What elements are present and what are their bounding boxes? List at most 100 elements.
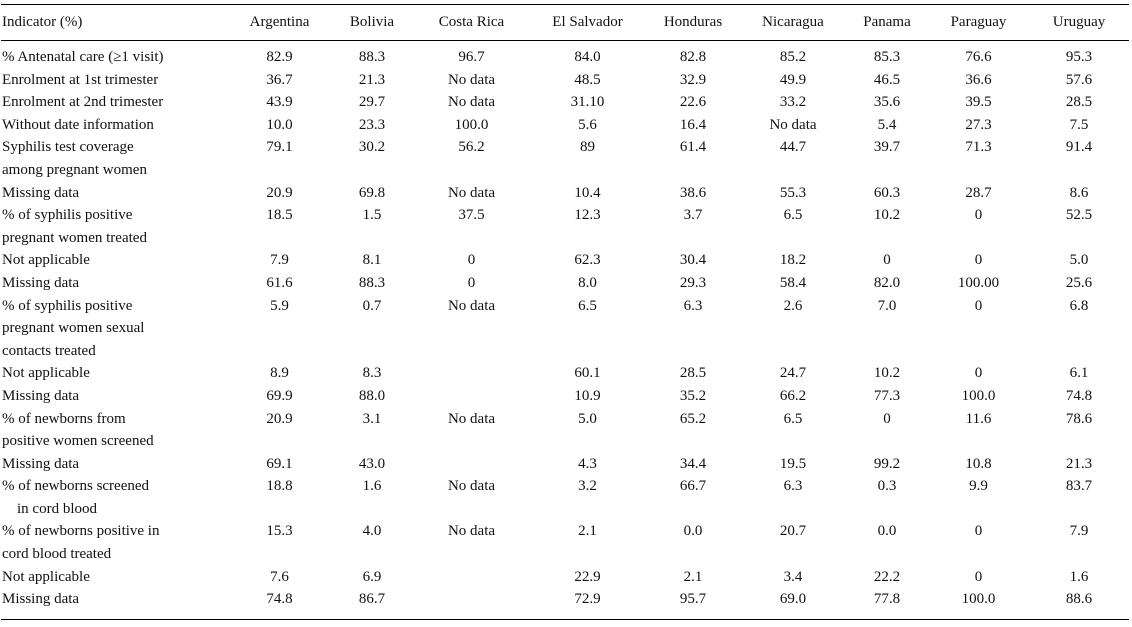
cell-value: 46.5 bbox=[873, 71, 901, 88]
cell-value: 22.2 bbox=[873, 568, 901, 585]
cell-value: 7.5 bbox=[1069, 116, 1089, 133]
cell-value: 28.5 bbox=[679, 365, 707, 382]
cell-value: 56.2 bbox=[458, 139, 485, 156]
cell-value: 29.7 bbox=[358, 94, 386, 111]
cell-value: 72.9 bbox=[529, 588, 646, 620]
row-indicator-line: % Antenatal care (≥1 visit) bbox=[2, 49, 164, 65]
cell-value: 3.2 bbox=[578, 478, 597, 495]
header-country: Honduras bbox=[646, 4, 740, 41]
cell-value: 18.5 bbox=[266, 207, 293, 224]
cell-value: 69.0 bbox=[740, 588, 846, 620]
row-indicator-label: Without date information bbox=[1, 114, 229, 137]
cell-value: 6.3 bbox=[783, 478, 803, 495]
row-indicator-label: % of syphilis positive pregnant women sex… bbox=[1, 295, 229, 363]
cell-value: 11.6 bbox=[965, 410, 992, 427]
indicator-table: Indicator (%) Argentina Bolivia Costa Ri… bbox=[1, 4, 1129, 620]
cell-value bbox=[414, 362, 529, 385]
row-indicator-line: Not applicable bbox=[2, 568, 90, 585]
cell-value: 28.7 bbox=[965, 184, 992, 201]
cell-value: 25.6 bbox=[1065, 274, 1093, 291]
cell-value: 2.6 bbox=[783, 297, 803, 314]
cell-value: 71.3 bbox=[965, 139, 992, 156]
cell-value: 19.5 bbox=[779, 455, 807, 472]
header-country: El Salvador bbox=[529, 4, 646, 41]
cell-value: 84.0 bbox=[574, 49, 601, 65]
cell-value: 6.9 bbox=[362, 568, 382, 585]
cell-value: 62.3 bbox=[574, 252, 601, 269]
cell-value: 7.0 bbox=[877, 297, 897, 314]
row-indicator-line: Enrolment at 1st trimester bbox=[2, 71, 159, 88]
cell-value: 24.7 bbox=[779, 365, 807, 382]
cell-value: 100.00 bbox=[957, 274, 1000, 291]
cell-value: 43.0 bbox=[358, 455, 386, 472]
cell-value: 38.6 bbox=[679, 184, 707, 201]
cell-value: 83.7 bbox=[1065, 478, 1093, 495]
table-row: Enrolment at 2nd trimester 43.9 29.7 No dat… bbox=[1, 91, 1129, 114]
table-row: Missing data 69.9 88.0 10.9 35.2 66.2 77.3 100.… bbox=[1, 385, 1129, 408]
row-indicator-label: Not applicable bbox=[1, 362, 229, 385]
cell-value: 23.3 bbox=[358, 116, 386, 133]
cell-value: 7.9 bbox=[1069, 523, 1089, 540]
row-indicator-label: Syphilis test coverage among pregnant wom… bbox=[1, 136, 229, 181]
cell-value: 77.8 bbox=[846, 588, 928, 620]
cell-value: 35.2 bbox=[679, 387, 707, 404]
cell-value: 61.6 bbox=[266, 274, 293, 291]
cell-value: No data bbox=[447, 71, 496, 88]
cell-value: 1.5 bbox=[362, 207, 382, 224]
cell-value: 0 bbox=[974, 365, 983, 382]
cell-value: 6.5 bbox=[578, 297, 597, 314]
cell-value: 27.3 bbox=[965, 116, 992, 133]
row-indicator-line: pregnant women sexual bbox=[2, 320, 145, 337]
row-indicator-line: % of newborns from bbox=[2, 410, 126, 427]
table-row: Not applicable 8.9 8.3 60.1 28.5 24.7 10.2 0 6.1 bbox=[1, 362, 1129, 385]
cell-value: 18.8 bbox=[266, 478, 293, 495]
cell-value: 0.0 bbox=[877, 523, 897, 540]
row-indicator-line: % of newborns positive in bbox=[2, 523, 160, 540]
cell-value: 39.5 bbox=[965, 94, 992, 111]
cell-value: 4.3 bbox=[578, 455, 597, 472]
cell-value: 82.0 bbox=[873, 274, 901, 291]
cell-value: 34.4 bbox=[679, 455, 707, 472]
cell-value: 29.3 bbox=[679, 274, 707, 291]
cell-value: 37.5 bbox=[458, 207, 485, 224]
header-country: Costa Rica bbox=[414, 4, 529, 41]
cell-value: 78.6 bbox=[1065, 410, 1093, 427]
table-row: % of newborns positive in cord blood trea… bbox=[1, 520, 1129, 565]
table-row: Not applicable 7.6 6.9 22.9 2.1 3.4 22.2 0 1.6 bbox=[1, 566, 1129, 589]
cell-value: 91.4 bbox=[1065, 139, 1093, 156]
cell-value: 12.3 bbox=[574, 207, 601, 224]
cell-value: 3.1 bbox=[362, 410, 382, 427]
cell-value: 79.1 bbox=[266, 139, 293, 156]
table-row: % of syphilis positive pregnant women sex… bbox=[1, 295, 1129, 363]
row-indicator-line: Missing data bbox=[2, 591, 80, 608]
cell-value: 8.9 bbox=[270, 365, 289, 382]
cell-value: 5.4 bbox=[877, 116, 897, 133]
cell-value: 3.4 bbox=[783, 568, 803, 585]
cell-value: 32.9 bbox=[679, 71, 707, 88]
cell-value: 0 bbox=[974, 523, 983, 540]
cell-value: 3.7 bbox=[683, 207, 703, 224]
cell-value: 8.1 bbox=[362, 252, 382, 269]
cell-value: 20.9 bbox=[266, 184, 293, 201]
row-indicator-line: Not applicable bbox=[2, 365, 90, 382]
row-indicator-label: Missing data bbox=[1, 385, 229, 408]
cell-value: No data bbox=[769, 116, 817, 133]
cell-value: 74.8 bbox=[229, 588, 330, 620]
cell-value: 22.9 bbox=[574, 568, 601, 585]
row-indicator-label: % Antenatal care (≥1 visit) bbox=[1, 41, 229, 69]
header-country: Paraguay bbox=[928, 4, 1029, 41]
row-indicator-label: Enrolment at 1st trimester bbox=[1, 69, 229, 92]
cell-value: 2.1 bbox=[683, 568, 703, 585]
header-country: Argentina bbox=[229, 4, 330, 41]
cell-value: 44.7 bbox=[779, 139, 807, 156]
row-indicator-line: cord blood treated bbox=[2, 546, 112, 563]
row-indicator-label: Missing data bbox=[1, 588, 229, 620]
cell-value: 4.0 bbox=[362, 523, 382, 540]
cell-value: 69.8 bbox=[358, 184, 386, 201]
cell-value: 88.3 bbox=[358, 274, 386, 291]
cell-value: 57.6 bbox=[1065, 71, 1093, 88]
row-indicator-line: pregnant women treated bbox=[2, 229, 147, 246]
cell-value: 6.1 bbox=[1069, 365, 1089, 382]
cell-value: 33.2 bbox=[779, 94, 807, 111]
table-body: % Antenatal care (≥1 visit) 82.9 88.3 96.7 8… bbox=[1, 41, 1129, 620]
